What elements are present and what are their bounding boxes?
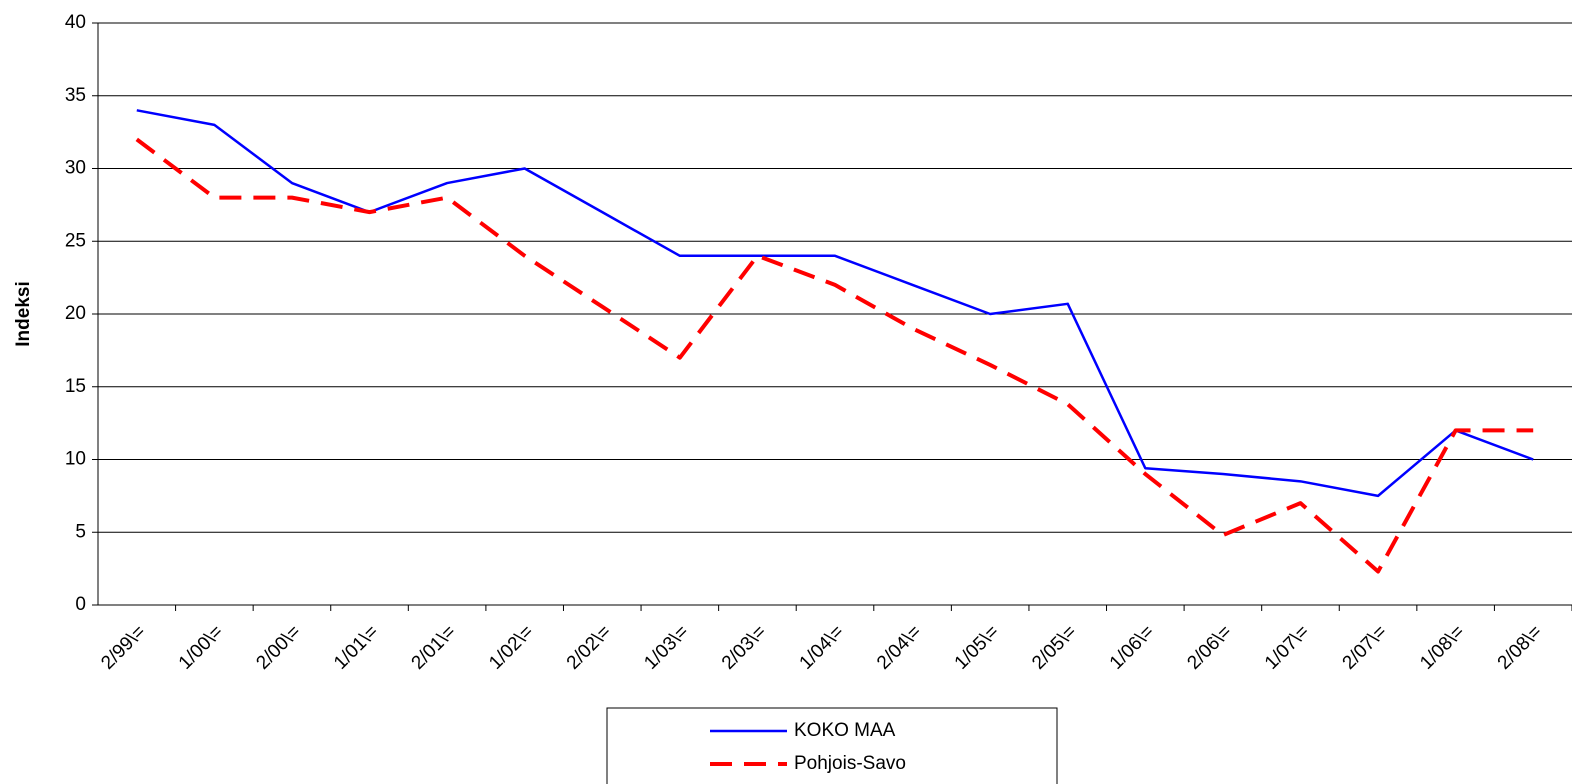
- y-tick-label: 0: [75, 594, 86, 615]
- legend-label: Pohjois-Savo: [794, 753, 906, 774]
- y-tick-label: 20: [65, 303, 86, 324]
- x-tick-label: 2/99\=: [97, 621, 150, 674]
- x-tick-label: 2/03\=: [718, 621, 771, 674]
- x-tick-label: 1/00\=: [175, 621, 228, 674]
- x-tick-label: 2/04\=: [873, 621, 926, 674]
- x-tick-label: 1/01\=: [330, 621, 383, 674]
- x-tick-label: 1/02\=: [485, 621, 538, 674]
- y-tick-label: 5: [75, 521, 86, 542]
- series-line: [135, 137, 1534, 574]
- x-tick-label: 2/00\=: [252, 621, 305, 674]
- x-tick-label: 1/08\=: [1416, 621, 1469, 674]
- y-tick-label: 10: [65, 449, 86, 470]
- x-tick-label: 1/03\=: [640, 621, 693, 674]
- x-tick-label: 2/05\=: [1028, 621, 1081, 674]
- y-tick-label: 15: [65, 376, 86, 397]
- x-tick-label: 2/01\=: [408, 621, 461, 674]
- x-tick-label: 2/06\=: [1183, 621, 1236, 674]
- y-tick-label: 25: [65, 230, 86, 251]
- legend-box: [606, 707, 1058, 784]
- x-tick-label: 2/07\=: [1339, 621, 1392, 674]
- y-tick-label: 30: [65, 158, 86, 179]
- y-tick-label: 40: [65, 12, 86, 33]
- x-tick-label: 2/08\=: [1494, 621, 1547, 674]
- x-tick-label: 1/05\=: [951, 621, 1004, 674]
- y-axis-label: Indeksi: [13, 281, 34, 346]
- x-tick-label: 1/07\=: [1261, 621, 1314, 674]
- y-tick-label: 35: [65, 85, 86, 106]
- x-tick-label: 2/02\=: [563, 621, 616, 674]
- x-tick-label: 1/06\=: [1106, 621, 1159, 674]
- legend-label: KOKO MAA: [794, 720, 896, 741]
- x-tick-label: 1/04\=: [796, 621, 849, 674]
